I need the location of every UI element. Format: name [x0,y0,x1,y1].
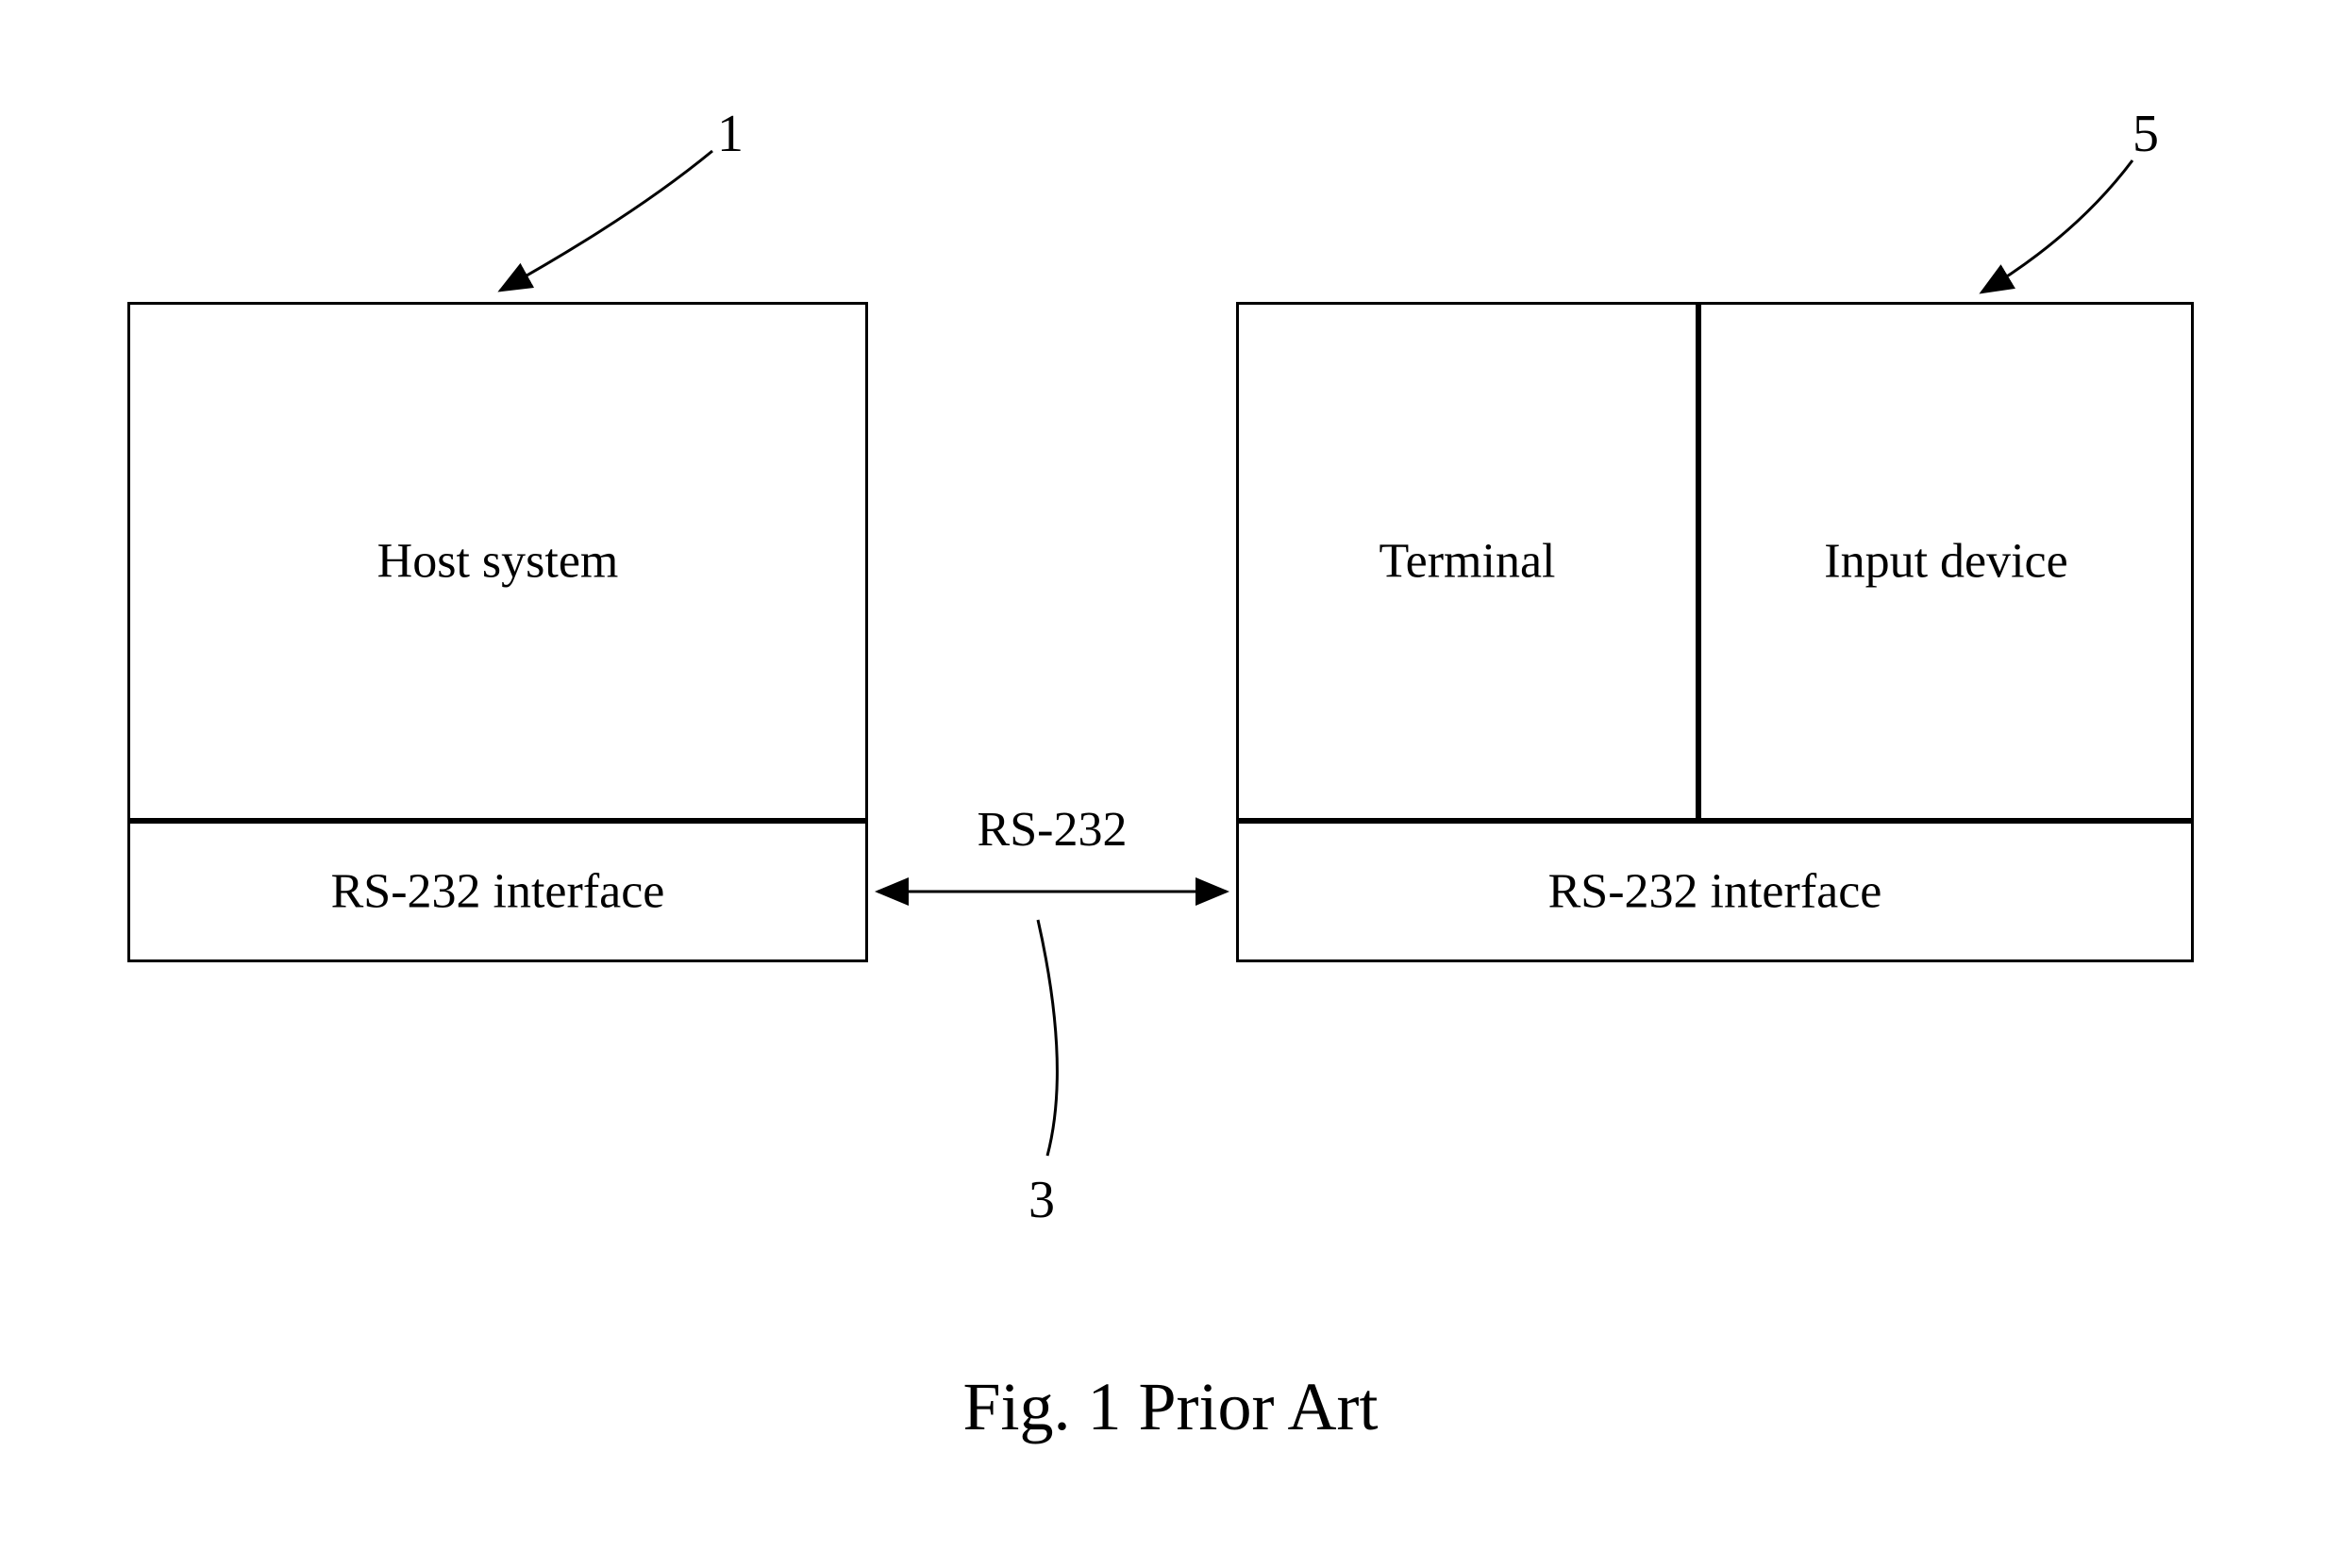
callout-3-number: 3 [1028,1170,1055,1230]
figure-caption: Fig. 1 Prior Art [0,1368,2341,1446]
callout-1-number: 1 [717,104,744,164]
terminal-label: Terminal [1239,534,1696,590]
callout-5-number: 5 [2132,104,2159,164]
host-interface-block: RS-232 interface [127,821,868,962]
callout-1-curve [500,151,712,291]
host-system-block: Host system [127,302,868,821]
terminal-block: Terminal [1236,302,1698,821]
diagram-container: Host system RS-232 interface Terminal In… [0,0,2341,1568]
device-interface-block: RS-232 interface [1236,821,2194,962]
callout-3-curve [1038,920,1057,1156]
input-device-label: Input device [1701,534,2191,590]
connection-label: RS-232 [868,802,1236,858]
host-interface-label: RS-232 interface [130,864,865,920]
input-device-block: Input device [1698,302,2194,821]
callout-5-curve [1981,160,2132,292]
device-interface-label: RS-232 interface [1239,864,2191,920]
host-system-label: Host system [130,534,865,590]
